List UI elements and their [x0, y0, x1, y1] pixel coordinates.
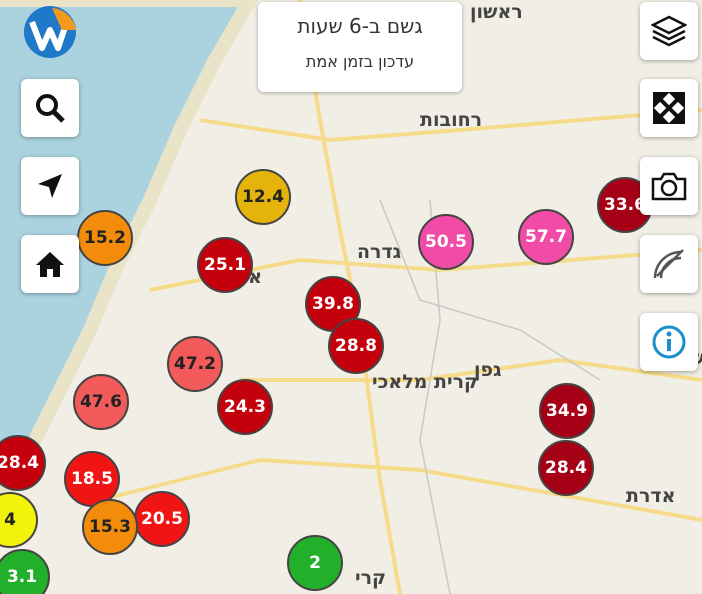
radar-button[interactable] — [640, 235, 698, 293]
rain-marker[interactable] — [235, 169, 291, 225]
rain-marker[interactable] — [0, 435, 46, 491]
locate-button[interactable] — [21, 157, 79, 215]
layers-button[interactable] — [640, 2, 698, 60]
rain-marker[interactable] — [539, 383, 595, 439]
rain-value: 28.8 — [335, 336, 377, 356]
place-label: גדרה — [357, 241, 401, 263]
title: גשם ב-6 שעות — [297, 14, 423, 38]
camera-button[interactable] — [640, 157, 698, 215]
place-label: ראשון — [470, 1, 523, 23]
rain-marker[interactable] — [197, 237, 253, 293]
place-label: אדרת — [626, 485, 675, 507]
rain-marker[interactable] — [518, 209, 574, 265]
rain-value: 20.5 — [141, 509, 183, 529]
logo[interactable] — [22, 4, 78, 60]
rain-value: 15.3 — [89, 517, 131, 537]
rain-marker[interactable] — [0, 549, 50, 594]
rain-marker[interactable] — [217, 379, 273, 435]
info-button[interactable] — [640, 313, 698, 371]
rain-value: 25.1 — [204, 255, 246, 275]
rain-value: 47.6 — [80, 392, 122, 412]
rain-marker[interactable] — [0, 492, 38, 548]
rain-value: 28.4 — [0, 453, 39, 473]
home-button[interactable] — [21, 235, 79, 293]
rain-marker[interactable] — [418, 214, 474, 270]
place-label: קרית מלאכי — [372, 371, 478, 393]
header-card: גשם ב-6 שעות עדכון בזמן אמת — [258, 2, 462, 92]
rain-value: 47.2 — [174, 354, 216, 374]
place-label: רחובות — [420, 109, 482, 131]
rain-value: 24.3 — [224, 397, 266, 417]
rain-value: 50.5 — [425, 232, 467, 252]
rain-value: 39.8 — [312, 294, 354, 314]
subtitle: עדכון בזמן אמת — [305, 52, 415, 71]
place-label: גפן — [474, 359, 502, 381]
rain-value: 12.4 — [242, 187, 284, 207]
rain-value: 4 — [4, 510, 16, 530]
rain-value: 33.6 — [604, 195, 646, 215]
rain-value: 28.4 — [545, 458, 587, 478]
rain-value: 3.1 — [7, 567, 37, 587]
rain-marker[interactable] — [328, 318, 384, 374]
search-button[interactable] — [21, 79, 79, 137]
rain-marker[interactable] — [167, 336, 223, 392]
rain-value: 15.2 — [84, 228, 126, 248]
rain-marker[interactable] — [73, 374, 129, 430]
rain-marker[interactable] — [287, 535, 343, 591]
fullscreen-button[interactable] — [640, 79, 698, 137]
rain-value: 2 — [309, 553, 321, 573]
rain-value: 57.7 — [525, 227, 567, 247]
rain-value: 34.9 — [546, 401, 588, 421]
rain-marker[interactable] — [538, 440, 594, 496]
place-label: קרי — [355, 567, 386, 589]
rain-value: 18.5 — [71, 469, 113, 489]
rain-marker[interactable] — [82, 499, 138, 555]
